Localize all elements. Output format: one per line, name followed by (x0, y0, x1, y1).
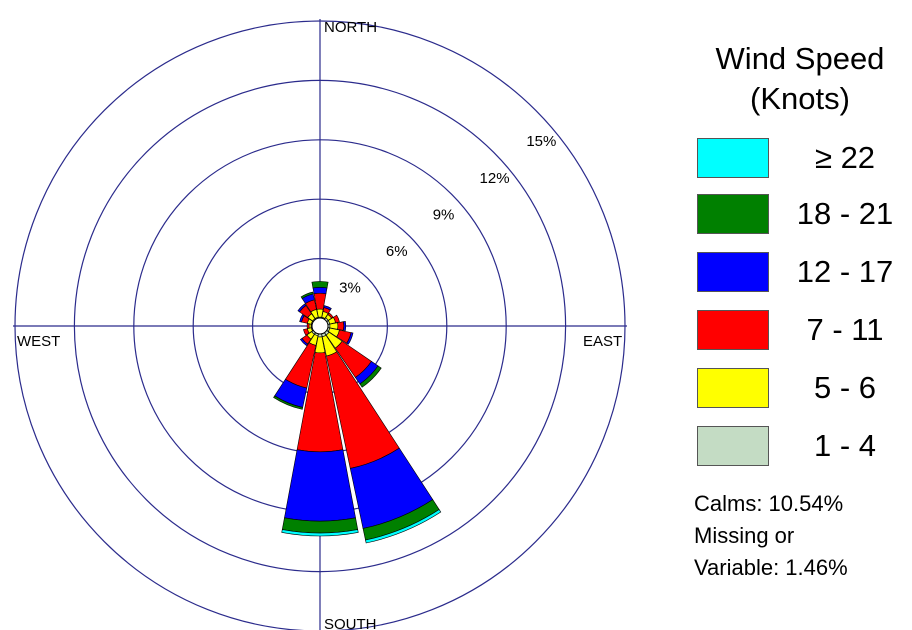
missing-note-line1: Missing or (694, 523, 795, 548)
petal-E-7-11 (337, 321, 345, 331)
ring-label-12: 12% (480, 170, 510, 187)
petal-S-12-17 (284, 449, 356, 522)
chart-labels: 3% 6% 9% 12% 15% NORTH SOUTH EAST WEST (17, 19, 622, 630)
legend-swatch-12-17 (697, 252, 769, 292)
petal-WNW-12-17 (299, 314, 305, 323)
legend-label-1-4: 1 - 4 (813, 428, 877, 463)
legend-label-18-21: 18 - 21 (796, 196, 894, 231)
petal-NNW-18-21 (300, 291, 314, 299)
legend-swatch-1-4 (697, 426, 769, 466)
petal-SW-12-17 (299, 337, 309, 347)
petal-ENE-7-11 (332, 314, 340, 324)
wind-rose-chart: 3% 6% 9% 12% 15% NORTH SOUTH EAST WEST (13, 19, 627, 630)
petal-SSE-22 (365, 509, 442, 544)
north-label: NORTH (324, 19, 377, 36)
legend-title-line1: Wind Speed (715, 41, 885, 76)
petal-NE-7-11 (327, 312, 334, 319)
petal-N-12-17 (312, 287, 328, 295)
legend-swatch-18-21 (697, 194, 769, 234)
ring-label-9: 9% (433, 206, 455, 223)
legend-label-12-17: 12 - 17 (796, 254, 894, 289)
calm-center (311, 317, 329, 335)
legend-title-line2: (Knots) (750, 81, 850, 116)
petal-WSW-7-11 (303, 328, 310, 336)
wind-petals (273, 281, 442, 544)
petal-E-12-17 (343, 320, 347, 332)
petal-S-22 (281, 529, 359, 537)
ring-label-15: 15% (526, 133, 556, 150)
south-label: SOUTH (324, 616, 377, 630)
petal-NNE-12-17 (323, 305, 332, 311)
legend-swatch-5-6 (697, 368, 769, 408)
petal-ESE-12-17 (346, 332, 354, 345)
legend-label-22plus: ≥ 22 (814, 140, 876, 175)
petal-W-7-11 (306, 323, 310, 329)
petal-SSW-18-21 (273, 395, 304, 410)
ring-label-6: 6% (386, 243, 408, 260)
legend-swatch-22plus (697, 138, 769, 178)
petal-N-18-21 (311, 281, 329, 289)
petal-NW-12-17 (297, 303, 307, 313)
petal-SE-18-21 (359, 365, 382, 388)
east-label: EAST (583, 333, 622, 350)
legend-label-7-11: 7 - 11 (806, 312, 884, 347)
missing-note-line2: Variable: 1.46% (694, 555, 848, 580)
west-label: WEST (17, 333, 60, 350)
calms-note: Calms: 10.54% (694, 491, 844, 516)
legend-swatch-7-11 (697, 310, 769, 350)
ring-label-3: 3% (339, 280, 361, 297)
legend-label-5-6: 5 - 6 (813, 370, 877, 405)
